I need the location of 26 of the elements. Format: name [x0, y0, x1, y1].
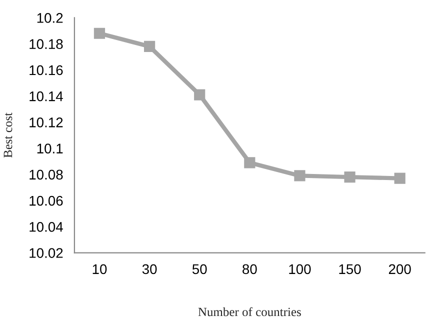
- point: [194, 89, 206, 100]
- x-tick-label: 150: [339, 264, 361, 274]
- y-tick-label: 10.14: [30, 91, 63, 102]
- x-tick-label: 10: [92, 264, 107, 274]
- y-tick-label: 10.2: [37, 13, 63, 23]
- y-tick-label: 10.02: [30, 248, 63, 258]
- y-tick-label: 10.16: [30, 65, 63, 76]
- point: [344, 171, 356, 183]
- point: [394, 172, 406, 184]
- point: [244, 157, 256, 168]
- y-tick-label: 10.08: [30, 170, 63, 180]
- x-tick-label: 100: [289, 264, 311, 274]
- x-tick-label: 50: [192, 264, 207, 274]
- x-tick-label: 200: [388, 264, 411, 274]
- y-tick-label: 10.06: [30, 196, 63, 206]
- point: [94, 28, 106, 39]
- x-axis-title: Number of countries: [198, 307, 301, 316]
- y-axis-title: Best cost: [4, 112, 12, 158]
- y-tick-label: 10.12: [30, 118, 63, 128]
- x-tick-label: 80: [242, 264, 257, 274]
- point: [144, 40, 156, 52]
- y-tick-label: 10.18: [30, 39, 63, 49]
- x-tick-label: 30: [142, 264, 157, 274]
- y-tick-label: 10.04: [30, 222, 63, 232]
- y-tick-label: 10.1: [37, 144, 63, 154]
- point: [294, 170, 306, 182]
